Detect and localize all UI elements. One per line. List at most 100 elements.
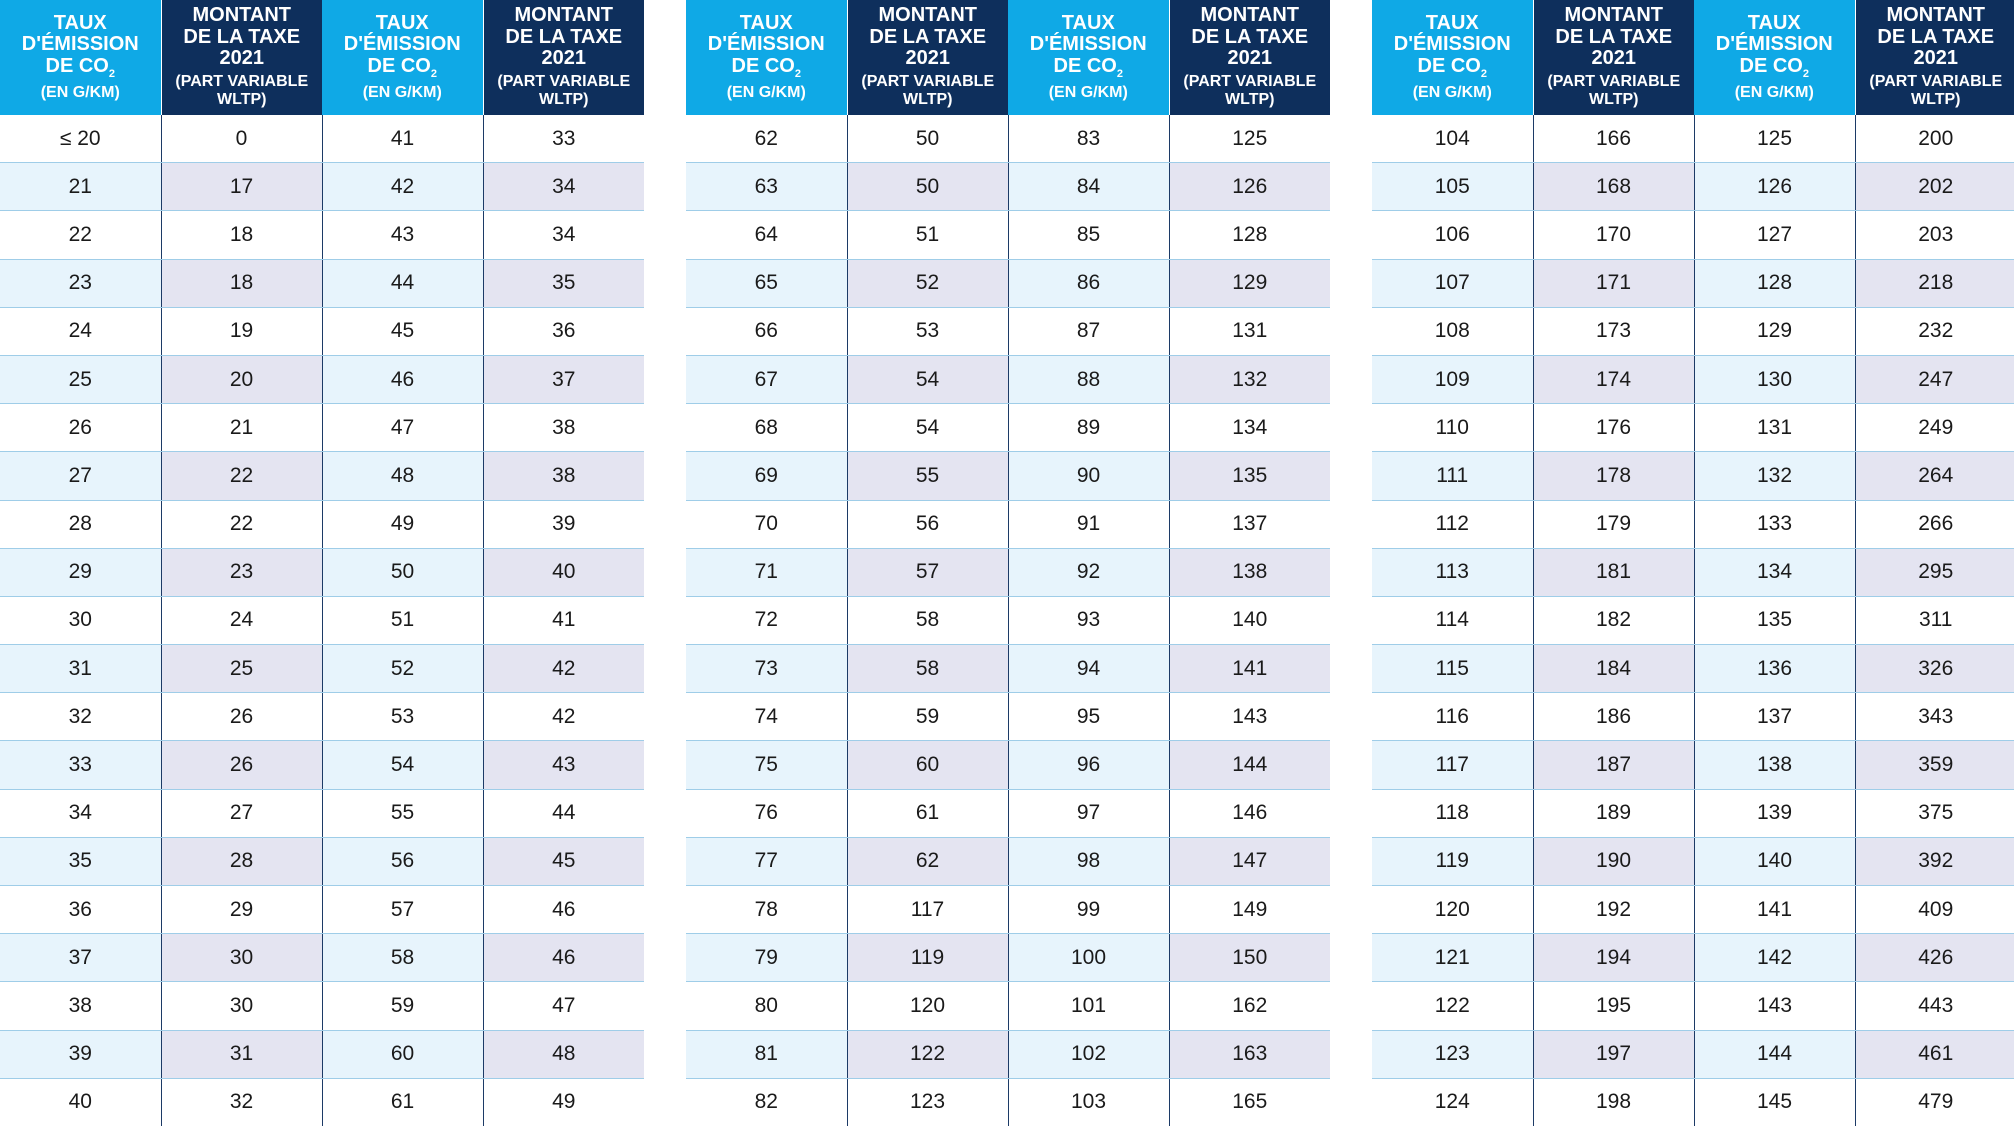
co2-value-cell: 111	[1372, 451, 1533, 501]
table-row: 80 120 101 162	[686, 981, 1330, 1031]
co2-value-cell: 57	[321, 885, 483, 935]
tax-value-cell: 49	[482, 1078, 644, 1126]
header-tax-amount: MONTANT DE LA TAXE 2021 (PART VARIABLE WLTP…	[846, 0, 1008, 115]
tax-value-cell: 61	[846, 789, 1008, 838]
co2-value-cell: 69	[686, 451, 847, 501]
table-row: 119 190 140 392	[1372, 837, 2014, 887]
co2-value-cell: 136	[1693, 644, 1855, 694]
tax-value-cell: 189	[1532, 789, 1694, 838]
table-row: 32 26 53 42	[0, 692, 644, 742]
co2-value-cell: 129	[1693, 307, 1855, 356]
co2-value-cell: 44	[321, 259, 483, 308]
co2-value-cell: 65	[686, 259, 847, 308]
co2-value-cell: 120	[1372, 885, 1533, 935]
tax-value-cell: 461	[1854, 1030, 2014, 1079]
co2-value-cell: 104	[1372, 115, 1533, 164]
header-tax-line1: MONTANT	[1200, 4, 1300, 27]
co2-value-cell: 32	[0, 692, 161, 742]
tax-value-cell: 119	[846, 933, 1008, 983]
header-tax-amount: MONTANT DE LA TAXE 2021 (PART VARIABLE WLTP…	[1168, 0, 1330, 115]
co2-value-cell: 68	[686, 403, 847, 453]
co2-value-cell: 93	[1007, 596, 1169, 646]
co2-value-cell: 33	[0, 740, 161, 790]
co2-value-cell: 124	[1434, 1090, 1470, 1114]
tax-value-cell: 53	[846, 307, 1008, 356]
co2-value-cell: 63	[686, 162, 847, 212]
tax-value-cell: 144	[1168, 740, 1330, 790]
table-row: 65 52 86 129	[686, 259, 1330, 308]
tax-value-cell: 443	[1854, 981, 2014, 1031]
header-tax-amount: MONTANT DE LA TAXE 2021 (PART VARIABLE WLTP…	[1854, 0, 2014, 115]
co2-value-cell: 73	[686, 644, 847, 694]
table-row: 22 18 43 34	[0, 210, 644, 260]
header-co2-emission: TAUX D'ÉMISSION DE CO2 (EN G/KM)	[1008, 0, 1169, 115]
tax-value-cell: 47	[482, 981, 644, 1031]
table-row: 24 19 45 36	[0, 307, 644, 356]
tax-value-cell: 147	[1168, 837, 1330, 887]
header-co2-line3: DE CO	[731, 54, 795, 77]
header-tax-line1: MONTANT	[192, 4, 292, 27]
table-row: 106 170 127 203	[1372, 210, 2014, 260]
table-row: 62 50 83 125	[686, 115, 1330, 164]
tax-value-cell: 19	[160, 307, 322, 356]
co2-value-cell: 132	[1693, 451, 1855, 501]
tax-value-cell: 168	[1532, 162, 1694, 212]
co2-value-cell: 144	[1693, 1030, 1855, 1079]
tax-value-cell: 34	[482, 162, 644, 212]
tax-value-cell: 295	[1854, 548, 2014, 597]
co2-value-cell: 49	[321, 500, 483, 549]
tax-value-cell: 59	[846, 692, 1008, 742]
tax-value-cell: 37	[482, 355, 644, 405]
co2-value-cell: ≤ 20	[0, 115, 161, 164]
co2-value-cell: 122	[1372, 981, 1533, 1031]
tax-value-cell: 409	[1854, 885, 2014, 935]
tax-value-cell: 27	[160, 789, 322, 838]
tax-value-cell: 146	[1168, 789, 1330, 838]
co2-value-cell: 116	[1372, 692, 1533, 742]
header-tax-line2: DE LA TAXE	[1191, 25, 1309, 48]
table-row: 122 195 143 443	[1372, 981, 2014, 1031]
tax-value-cell: 203	[1854, 210, 2014, 260]
header-co2-line2: D'ÉMISSION	[343, 33, 461, 56]
co2-value-cell: 54	[321, 740, 483, 790]
table-row: 35 28 56 45	[0, 837, 644, 887]
header-co2-line3: DE CO	[367, 54, 431, 77]
table-row: 26 21 47 38	[0, 403, 644, 453]
header-tax-note: (PART VARIABLE WLTP)	[861, 73, 995, 109]
co2-value-cell: 98	[1007, 837, 1169, 887]
tax-value-cell: 30	[160, 933, 322, 983]
tax-value-cell: 35	[482, 259, 644, 308]
co2-value-cell: 78	[686, 885, 847, 935]
co2-value-cell: 95	[1007, 692, 1169, 742]
header-tax-line1: MONTANT	[514, 4, 614, 27]
table-row: 112 179 133 266	[1372, 500, 2014, 549]
co2-value-cell: 130	[1693, 355, 1855, 405]
header-tax-note: (PART VARIABLE WLTP)	[175, 73, 309, 109]
co2-value-cell: 84	[1007, 162, 1169, 212]
table-row: 77 62 98 147	[686, 837, 1330, 887]
tax-value-cell: 117	[846, 885, 1008, 935]
tax-value-cell: 150	[1168, 933, 1330, 983]
tax-value-cell: 311	[1854, 596, 2014, 646]
tax-table-1: TAUX D'ÉMISSION DE CO2 (EN G/KM) MONTANT DE L…	[0, 0, 644, 1126]
tax-value-cell: 173	[1532, 307, 1694, 356]
tax-value-cell: 479	[1854, 1078, 2014, 1126]
tax-value-cell: 138	[1168, 548, 1330, 597]
tax-value-cell: 33	[482, 115, 644, 164]
header-co2-unit: (EN G/KM)	[1734, 83, 1814, 101]
co2-value-cell: 74	[686, 692, 847, 742]
co2-value-cell: 134	[1693, 548, 1855, 597]
tax-value-cell: 132	[1168, 355, 1330, 405]
tax-table-3: TAUX D'ÉMISSION DE CO2 (EN G/KM) MONTANT DE L…	[1372, 0, 2014, 1126]
co2-value-cell: 119	[1372, 837, 1533, 887]
tax-value-cell: 22	[160, 451, 322, 501]
co2-value-cell: 70	[686, 500, 847, 549]
tax-value-cell: 57	[846, 548, 1008, 597]
header-co2-line1: TAUX	[1747, 11, 1801, 34]
table-row: 64 51 85 128	[686, 210, 1330, 260]
tax-value-cell: 20	[160, 355, 322, 405]
header-tax-amount: MONTANT DE LA TAXE 2021 (PART VARIABLE WLTP…	[160, 0, 322, 115]
co2-value-cell: 81	[686, 1030, 847, 1079]
co2-value-cell: 56	[321, 837, 483, 887]
table-row: 38 30 59 47	[0, 981, 644, 1031]
